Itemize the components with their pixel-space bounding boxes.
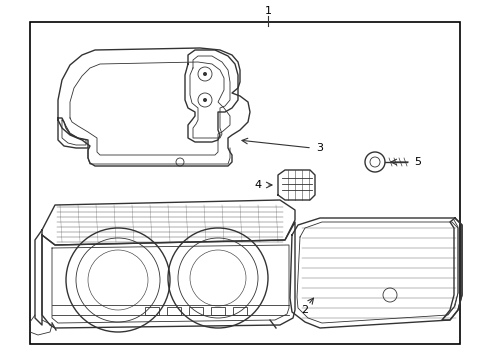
Text: 2: 2 bbox=[301, 305, 308, 315]
Bar bbox=[167, 307, 181, 315]
Text: 1: 1 bbox=[264, 6, 271, 16]
Bar bbox=[30, 22, 459, 344]
Bar bbox=[210, 307, 224, 315]
Circle shape bbox=[203, 72, 206, 76]
Text: 4: 4 bbox=[254, 180, 261, 190]
Text: 3: 3 bbox=[316, 143, 323, 153]
Bar bbox=[145, 307, 159, 315]
Bar bbox=[189, 307, 203, 315]
Text: 5: 5 bbox=[414, 157, 421, 167]
Circle shape bbox=[203, 98, 206, 102]
Bar bbox=[232, 307, 246, 315]
